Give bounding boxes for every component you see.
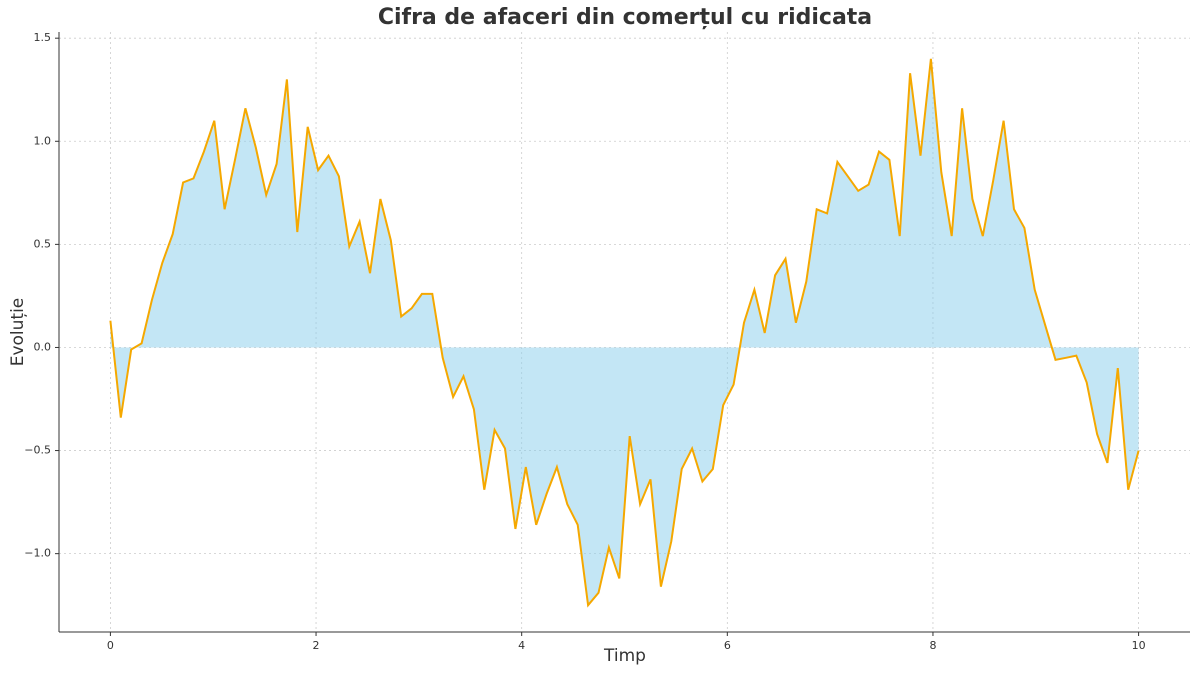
- x-tick-label: 2: [313, 639, 320, 652]
- y-tick-label: 1.5: [34, 31, 52, 44]
- y-tick-label: 0.5: [34, 237, 52, 250]
- area: [110, 58, 1139, 606]
- x-tick-label: 10: [1132, 639, 1146, 652]
- chart-title: Cifra de afaceri din comerțul cu ridicat…: [378, 5, 872, 30]
- x-tick-label: 4: [518, 639, 525, 652]
- x-tick-label: 8: [929, 639, 936, 652]
- y-tick-label: −1.0: [24, 547, 51, 560]
- y-tick-label: 1.0: [34, 134, 52, 147]
- x-tick-label: 0: [107, 639, 114, 652]
- line: [109, 58, 1140, 608]
- y-tick-label: 0.0: [34, 340, 52, 353]
- y-tick-label: −0.5: [24, 444, 51, 457]
- x-axis-label: Timp: [603, 646, 646, 666]
- y-axis-label: Evoluție: [8, 298, 28, 367]
- x-tick-label: 6: [724, 639, 731, 652]
